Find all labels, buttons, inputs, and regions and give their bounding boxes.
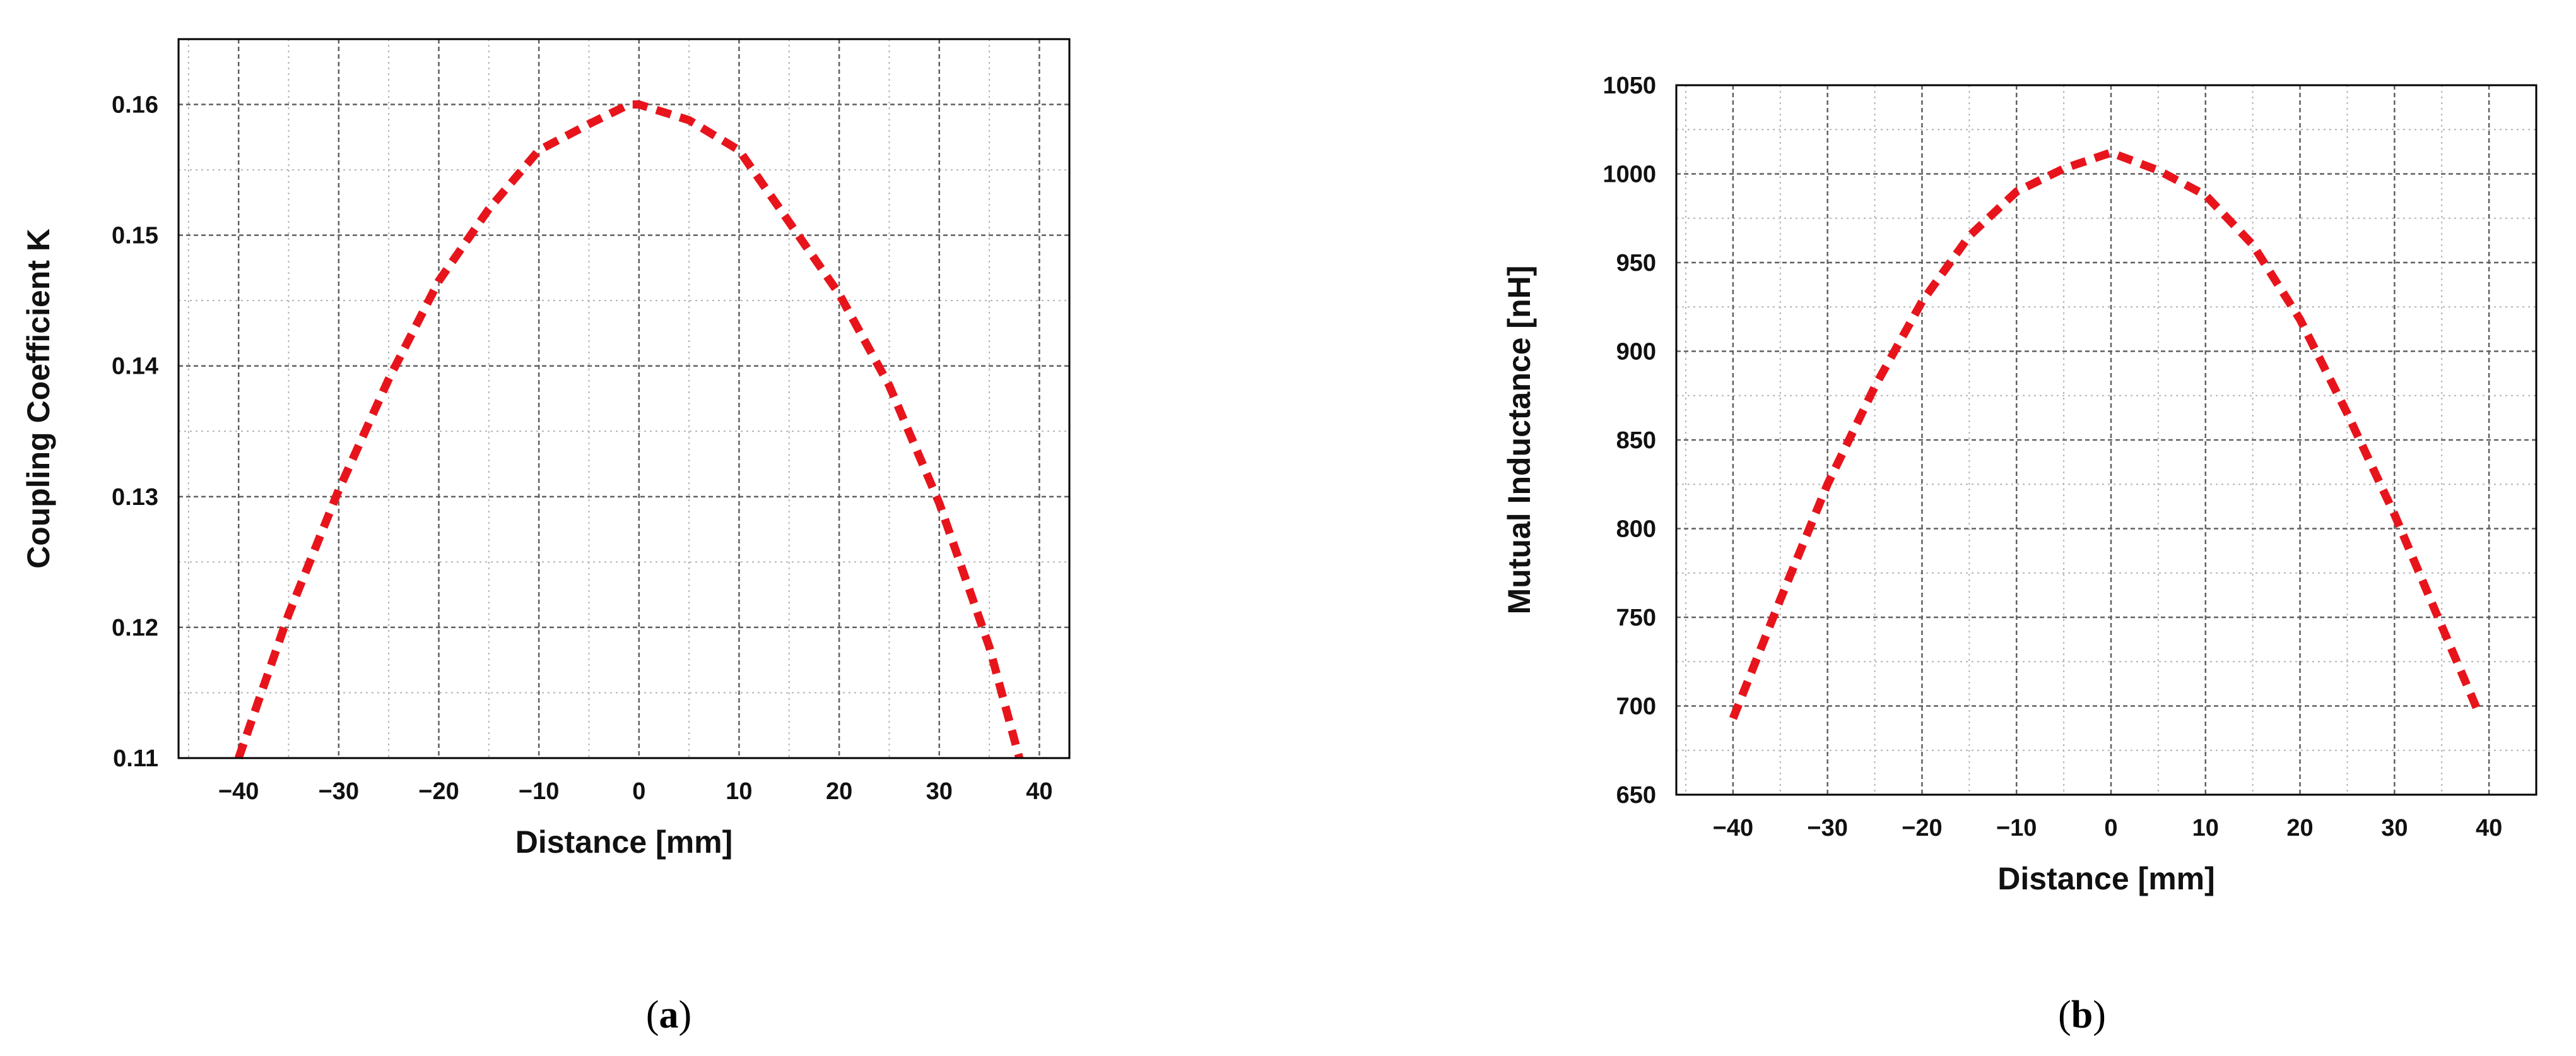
- x-axis-label: Distance [mm]: [515, 824, 733, 860]
- plot-frame: [177, 38, 1071, 759]
- x-tick-label: 0: [2104, 815, 2117, 841]
- data-series-line: [235, 100, 1023, 760]
- data-point: [1730, 715, 1736, 721]
- data-point: [2297, 316, 2303, 323]
- data-point: [536, 147, 542, 153]
- x-tick-label: −40: [218, 778, 259, 805]
- data-point: [786, 219, 792, 225]
- data-point: [986, 644, 992, 650]
- x-tick-label: 0: [632, 778, 645, 805]
- x-tick-label: 20: [2286, 815, 2313, 841]
- x-tick-label: 40: [1026, 778, 1052, 805]
- y-tick-label: 900: [1616, 339, 1656, 365]
- y-tick-label: 0.13: [112, 484, 158, 511]
- data-point: [686, 117, 692, 123]
- data-point: [626, 102, 632, 108]
- panel-label-a: (a): [646, 994, 691, 1036]
- y-tick-label: 1050: [1603, 73, 1656, 99]
- x-tick-label: 10: [726, 778, 752, 805]
- data-point: [336, 487, 342, 493]
- data-point: [2013, 189, 2020, 195]
- y-tick-label: 0.15: [112, 223, 158, 249]
- minor-grid: [179, 39, 1069, 758]
- data-point: [286, 611, 292, 617]
- data-point: [736, 147, 742, 153]
- y-tick-label: 0.14: [112, 353, 158, 380]
- data-point: [585, 121, 592, 128]
- x-tick-label: 40: [2476, 815, 2502, 841]
- x-tick-label: 30: [2381, 815, 2408, 841]
- x-tick-label: 20: [826, 778, 852, 805]
- x-tick-label: −20: [418, 778, 459, 805]
- y-axis-label: Mutual Inductance [nH]: [1502, 266, 1537, 615]
- y-tick-label: 1000: [1603, 162, 1656, 188]
- data-point: [936, 500, 943, 506]
- data-point: [1966, 233, 1972, 239]
- data-point: [486, 206, 492, 212]
- y-tick-label: 750: [1616, 605, 1656, 631]
- data-point: [2108, 150, 2114, 156]
- y-tick-label: 650: [1616, 782, 1656, 809]
- y-tick-label: 0.11: [113, 745, 158, 772]
- x-tick-label: −30: [1807, 815, 1847, 841]
- data-point: [2476, 712, 2483, 718]
- x-tick-label: 30: [926, 778, 953, 805]
- data-point: [636, 102, 642, 108]
- y-tick-label: 0.12: [112, 615, 158, 641]
- x-axis-label: Distance [mm]: [1997, 861, 2215, 896]
- data-point: [886, 383, 892, 389]
- plot-frame: [1675, 84, 2538, 796]
- data-point: [2155, 167, 2161, 174]
- chart-coupling-coefficient: −40 −30 −20 −10 0 10 20 30 40 0.11 0.12 0.13 0.14 0.1…: [21, 38, 1071, 860]
- data-point: [1825, 481, 1831, 487]
- x-tick-label: −40: [1713, 815, 1753, 841]
- data-point: [1919, 299, 1925, 305]
- x-tick-label: −30: [319, 778, 359, 805]
- y-tick-label: 850: [1616, 427, 1656, 454]
- data-series-line: [1729, 148, 2484, 720]
- x-tick-label: −20: [1902, 815, 1942, 841]
- major-grid: [179, 39, 1069, 758]
- minor-grid: [1676, 85, 2536, 795]
- y-axis-label: Coupling Coefficient K: [21, 228, 56, 569]
- y-tick-label: 700: [1616, 694, 1656, 720]
- y-tick-label: 950: [1616, 250, 1656, 276]
- y-tick-label: 0.16: [112, 92, 158, 119]
- data-point: [2061, 165, 2067, 172]
- data-point: [1777, 596, 1784, 603]
- x-tick-label: −10: [1996, 815, 2037, 841]
- data-point: [2344, 410, 2350, 417]
- data-point: [385, 376, 392, 382]
- major-grid: [1676, 85, 2536, 795]
- chart-mutual-inductance: −40 −30 −20 −10 0 10 20 30 40 650 700 750 800 850 900 9…: [1502, 73, 2538, 896]
- data-points: [1730, 150, 2483, 721]
- y-tick-label: 800: [1616, 516, 1656, 543]
- data-point: [2438, 623, 2445, 629]
- panel-label-b: (b): [2058, 994, 2106, 1036]
- data-point: [2203, 192, 2209, 198]
- data-point: [435, 278, 442, 284]
- data-point: [2391, 511, 2397, 518]
- data-point: [836, 291, 842, 297]
- data-point: [2250, 242, 2256, 248]
- x-tick-label: 10: [2192, 815, 2219, 841]
- x-tick-label: −10: [519, 778, 559, 805]
- data-point: [1872, 384, 1878, 390]
